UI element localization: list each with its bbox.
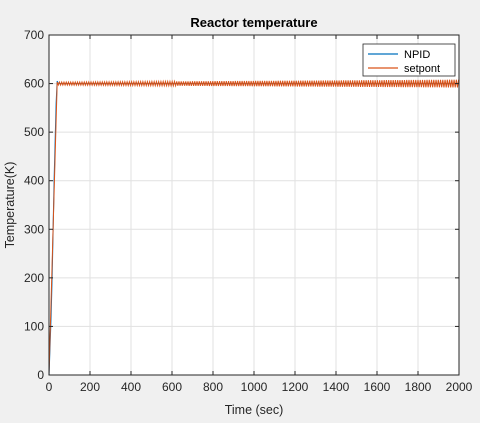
y-tick-label: 700 [24, 28, 44, 42]
series-setpont-line [48, 79, 460, 376]
x-tick-label: 200 [80, 380, 100, 394]
y-tick-label: 300 [24, 222, 44, 236]
y-axis-label: Temperature(K) [3, 162, 17, 249]
tick-layer: 0 200 400 600 800 1000 1200 1400 1600 1800 2000 0 10… [24, 28, 473, 394]
x-tick-label: 1800 [405, 380, 432, 394]
legend: NPID setpont [362, 43, 456, 77]
x-tick-label: 1600 [364, 380, 391, 394]
legend-label-npid: NPID [404, 49, 430, 61]
series-layer [48, 79, 460, 376]
legend-label-setpont: setpont [404, 63, 440, 75]
x-tick-label: 1400 [323, 380, 350, 394]
x-tick-label: 2000 [446, 380, 473, 394]
x-tick-label: 0 [46, 380, 53, 394]
x-tick-label: 600 [162, 380, 182, 394]
y-tick-label: 0 [37, 368, 44, 382]
y-tick-label: 500 [24, 125, 44, 139]
y-tick-label: 200 [24, 271, 44, 285]
y-tick-label: 400 [24, 174, 44, 188]
x-tick-label: 800 [203, 380, 223, 394]
x-tick-label: 400 [121, 380, 141, 394]
chart-title: Reactor temperature [190, 15, 317, 30]
y-tick-label: 100 [24, 319, 44, 333]
x-tick-label: 1200 [282, 380, 309, 394]
x-axis-label: Time (sec) [225, 403, 284, 417]
x-tick-label: 1000 [241, 380, 268, 394]
legend-box [362, 43, 456, 77]
y-tick-label: 600 [24, 77, 44, 91]
